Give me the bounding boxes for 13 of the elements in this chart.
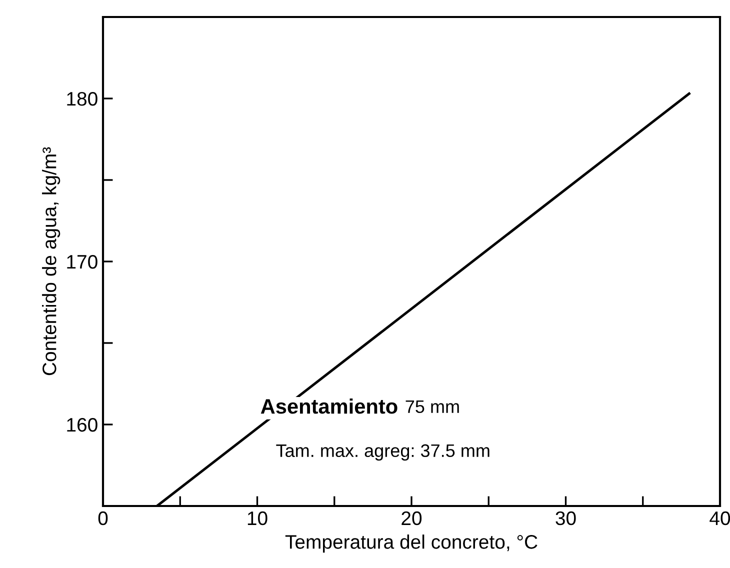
y-tick-label: 170: [67, 254, 98, 269]
x-tick-label: 10: [248, 511, 268, 526]
x-tick-label: 0: [98, 511, 108, 526]
y-axis-title: Contentido de agua, kg/m³: [42, 147, 60, 376]
x-axis-title: Temperatura del concreto, °C: [285, 534, 538, 553]
x-tick-label: 40: [710, 511, 730, 526]
annotation: Tam. max. agreg: 37.5 mm: [276, 444, 490, 461]
y-tick-label: 160: [67, 418, 98, 432]
annotation: 75 mm: [406, 400, 459, 414]
x-tick-label: 20: [402, 511, 422, 526]
y-tick-label: 180: [67, 92, 98, 106]
annotation: Asentamiento: [260, 398, 398, 414]
x-tick-label: 30: [556, 511, 576, 526]
